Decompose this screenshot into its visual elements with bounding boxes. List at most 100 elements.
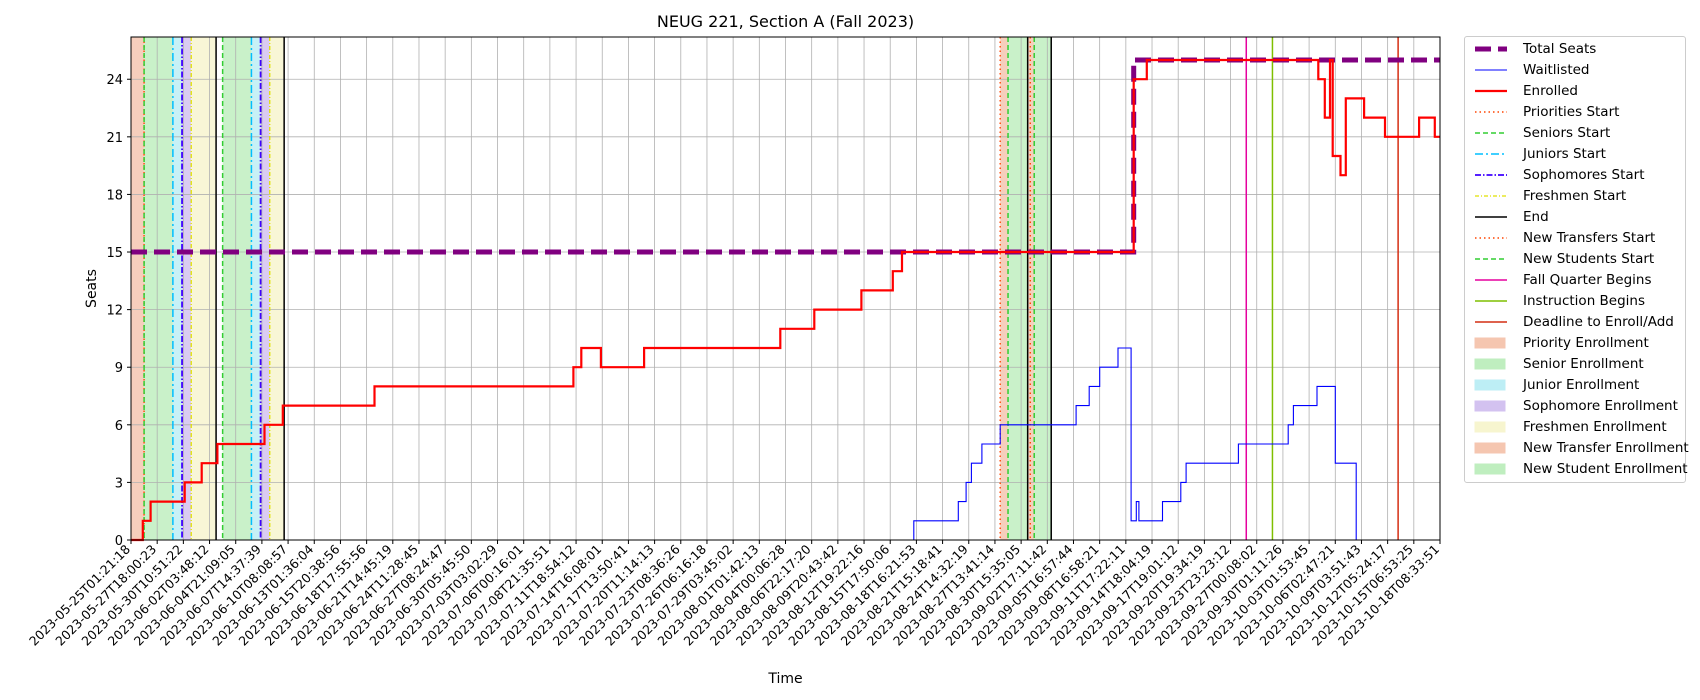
legend-patch-18 bbox=[1474, 421, 1506, 433]
legend-swatch-2 bbox=[1475, 89, 1507, 93]
legend-patch-20 bbox=[1474, 463, 1506, 475]
legend-swatch-16 bbox=[1474, 379, 1506, 391]
series-waitlisted bbox=[131, 347, 1440, 541]
legend-label-20: New Student Enrollment bbox=[1523, 461, 1688, 477]
legend-label-9: New Transfers Start bbox=[1523, 230, 1656, 246]
legend-label-15: Senior Enrollment bbox=[1523, 356, 1644, 372]
legend-label-4: Seniors Start bbox=[1523, 125, 1611, 141]
band-3-1 bbox=[260, 37, 270, 540]
y-tick-label-6: 18 bbox=[106, 188, 123, 203]
grid-lines bbox=[130, 37, 1441, 541]
legend-swatch-18 bbox=[1474, 421, 1506, 433]
legend-item-20: New Student Enrollment bbox=[1473, 459, 1688, 479]
x-axis-ticks: 2023-05-25T01:21:182023-05-27T18:00:2320… bbox=[26, 540, 1442, 649]
legend-label-18: Freshmen Enrollment bbox=[1523, 419, 1667, 435]
legend-item-15: Senior Enrollment bbox=[1473, 354, 1644, 374]
legend-label-17: Sophomore Enrollment bbox=[1523, 398, 1678, 414]
legend-item-11: Fall Quarter Begins bbox=[1473, 270, 1652, 290]
data-series bbox=[131, 57, 1440, 542]
legend-item-8: End bbox=[1473, 207, 1549, 227]
legend-swatch-3 bbox=[1475, 111, 1507, 113]
legend-label-6: Sophomores Start bbox=[1523, 167, 1645, 183]
legend-label-2: Enrolled bbox=[1523, 83, 1578, 99]
band-5-0 bbox=[1027, 37, 1035, 540]
y-tick-label-5: 15 bbox=[106, 246, 123, 261]
y-tick-label-3: 9 bbox=[115, 361, 123, 376]
event-markers bbox=[143, 37, 1399, 540]
legend-label-13: Deadline to Enroll/Add bbox=[1523, 314, 1674, 330]
legend-swatch-11 bbox=[1475, 279, 1507, 281]
legend-item-1: Waitlisted bbox=[1473, 60, 1590, 80]
y-axis-ticks: 0 3 6 9 12 15 18 21 24 bbox=[106, 73, 131, 549]
legend-patch-14 bbox=[1474, 337, 1506, 349]
legend-label-1: Waitlisted bbox=[1523, 62, 1590, 78]
legend-item-17: Sophomore Enrollment bbox=[1473, 396, 1678, 416]
y-axis-label: Seats bbox=[84, 269, 100, 308]
legend-label-16: Junior Enrollment bbox=[1523, 377, 1640, 393]
band-1-0 bbox=[144, 37, 173, 540]
legend-item-13: Deadline to Enroll/Add bbox=[1473, 312, 1674, 332]
legend-label-11: Fall Quarter Begins bbox=[1523, 272, 1652, 288]
y-tick-label-2: 6 bbox=[115, 419, 123, 434]
legend-label-0: Total Seats bbox=[1523, 41, 1597, 57]
legend-swatch-19 bbox=[1474, 442, 1506, 454]
legend-label-5: Juniors Start bbox=[1523, 146, 1606, 162]
band-3-0 bbox=[182, 37, 192, 540]
band-4-0 bbox=[191, 37, 217, 540]
legend-swatch-20 bbox=[1474, 463, 1506, 475]
y-tick-label-0: 0 bbox=[115, 534, 123, 549]
legend-item-2: Enrolled bbox=[1473, 81, 1578, 101]
y-tick-label-1: 3 bbox=[115, 476, 123, 491]
legend-swatch-13 bbox=[1475, 321, 1507, 323]
legend-swatch-6 bbox=[1475, 174, 1507, 176]
legend-swatch-15 bbox=[1474, 358, 1506, 370]
legend-swatch-8 bbox=[1475, 216, 1507, 218]
band-1-1 bbox=[222, 37, 252, 540]
x-axis-label: Time bbox=[767, 671, 802, 687]
legend-label-19: New Transfer Enrollment bbox=[1523, 440, 1689, 456]
legend-item-18: Freshmen Enrollment bbox=[1473, 417, 1667, 437]
enrollment-bands bbox=[131, 37, 1052, 540]
legend-patch-15 bbox=[1474, 358, 1506, 370]
legend-item-19: New Transfer Enrollment bbox=[1473, 438, 1689, 458]
legend-swatch-12 bbox=[1475, 300, 1507, 302]
series-enrolled bbox=[131, 58, 1440, 542]
legend-item-5: Juniors Start bbox=[1473, 144, 1606, 164]
band-2-0 bbox=[172, 37, 183, 540]
band-1-2 bbox=[1008, 37, 1028, 540]
legend-swatch-14 bbox=[1474, 337, 1506, 349]
legend-swatch-0 bbox=[1475, 46, 1507, 52]
y-tick-label-8: 24 bbox=[106, 73, 123, 88]
band-4-1 bbox=[269, 37, 285, 540]
legend-swatch-4 bbox=[1475, 132, 1507, 134]
legend-item-4: Seniors Start bbox=[1473, 123, 1610, 143]
legend-item-6: Sophomores Start bbox=[1473, 165, 1645, 185]
legend-label-12: Instruction Begins bbox=[1523, 293, 1646, 309]
legend-swatch-5 bbox=[1475, 153, 1507, 155]
legend-label-3: Priorities Start bbox=[1523, 104, 1620, 120]
legend-swatch-1 bbox=[1475, 69, 1507, 71]
legend-item-10: New Students Start bbox=[1473, 249, 1654, 269]
band-2-1 bbox=[251, 37, 261, 540]
legend-patch-16 bbox=[1474, 379, 1506, 391]
band-6-0 bbox=[1034, 37, 1052, 540]
legend-item-3: Priorities Start bbox=[1473, 102, 1619, 122]
y-tick-label-7: 21 bbox=[106, 131, 123, 146]
legend-swatch-10 bbox=[1475, 258, 1507, 260]
legend-label-14: Priority Enrollment bbox=[1523, 335, 1649, 351]
legend-item-9: New Transfers Start bbox=[1473, 228, 1655, 248]
legend-item-7: Freshmen Start bbox=[1473, 186, 1626, 206]
legend-item-12: Instruction Begins bbox=[1473, 291, 1645, 311]
legend-item-14: Priority Enrollment bbox=[1473, 333, 1649, 353]
legend-label-7: Freshmen Start bbox=[1523, 188, 1627, 204]
legend-swatch-17 bbox=[1474, 400, 1506, 412]
legend-swatch-7 bbox=[1475, 195, 1507, 197]
legend-swatch-9 bbox=[1475, 237, 1507, 239]
legend-item-16: Junior Enrollment bbox=[1473, 375, 1639, 395]
legend-label-8: End bbox=[1523, 209, 1549, 225]
band-0-1 bbox=[1000, 37, 1009, 540]
legend-label-10: New Students Start bbox=[1523, 251, 1655, 267]
legend-patch-17 bbox=[1474, 400, 1506, 412]
legend-item-0: Total Seats bbox=[1473, 39, 1596, 59]
